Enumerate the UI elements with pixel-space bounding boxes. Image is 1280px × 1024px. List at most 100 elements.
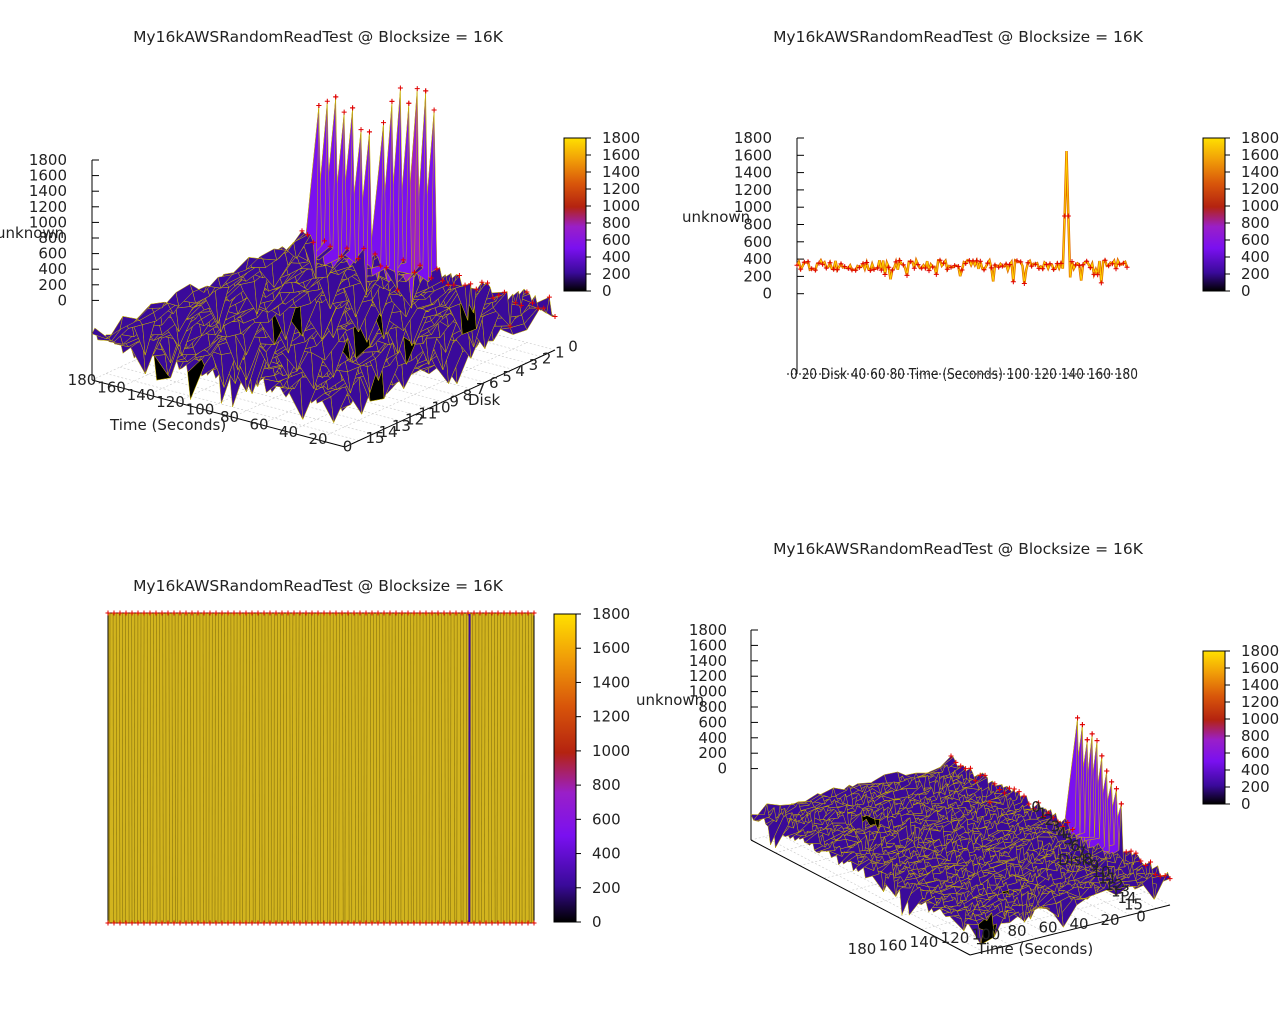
heatmap-column: [289, 613, 291, 923]
data-point: [310, 239, 316, 245]
data-point: [552, 313, 558, 319]
data-point: [358, 127, 364, 133]
data-point: [1089, 731, 1095, 737]
data-point: [361, 245, 367, 251]
data-point: [434, 266, 440, 272]
data-point: [546, 294, 552, 300]
data-point: [129, 610, 135, 616]
data-point: [507, 610, 513, 616]
grid-line: [764, 836, 984, 952]
data-point: [495, 920, 501, 926]
heatmap-column: [140, 613, 142, 923]
data-point: [1099, 753, 1105, 759]
heatmap-column: [119, 613, 121, 923]
colorbar-tick-label: 1800: [1241, 642, 1279, 660]
axes: [750, 630, 1171, 956]
colorbar-tick-label: 1200: [1241, 693, 1279, 711]
data-point: [1138, 858, 1144, 864]
time-tick-label: 120: [156, 393, 185, 411]
data-point: [1075, 715, 1081, 721]
data-point: [992, 781, 998, 787]
y-axis-label: Disk: [1058, 851, 1091, 869]
data-point: [1113, 266, 1119, 272]
data-point: [1021, 793, 1027, 799]
colorbar-tick-label: 0: [602, 282, 612, 300]
data-point: [893, 259, 899, 265]
data-point: [524, 289, 530, 295]
data-point: [363, 610, 369, 616]
data-point: [958, 763, 964, 769]
data-point: [501, 289, 507, 295]
data-point: [153, 610, 159, 616]
colorbar-tick-label: 400: [602, 248, 631, 266]
data-point: [915, 262, 921, 268]
heatmap-column: [382, 613, 384, 923]
disk-tick-label: 14: [379, 423, 398, 441]
heatmap-column: [295, 613, 297, 923]
heatmap-column: [450, 613, 452, 923]
data-point: [477, 610, 483, 616]
heatmap-column: [481, 613, 483, 923]
chart-surface-bottom-right: My16kAWSRandomReadTest @ Blocksize = 16K…: [636, 540, 1279, 958]
z-tick-label: 0: [57, 291, 67, 309]
data-point: [1143, 862, 1149, 868]
data-point: [273, 610, 279, 616]
data-point: [453, 920, 459, 926]
heatmap-column: [487, 613, 490, 923]
data-point: [400, 257, 406, 263]
heatmap-columns: [109, 613, 532, 923]
heatmap-column: [484, 613, 486, 923]
disk-tick-label: 2: [1044, 811, 1054, 829]
data-point: [963, 766, 969, 772]
data-point: [351, 610, 357, 616]
data-point: [345, 920, 351, 926]
chart-title: My16kAWSRandomReadTest @ Blocksize = 16K: [133, 577, 504, 595]
data-point: [1010, 279, 1016, 285]
data-point: [483, 610, 489, 616]
heatmap-column: [528, 613, 530, 923]
data-point: [357, 920, 363, 926]
time-tick-label: 80: [1007, 922, 1026, 940]
data-point: [489, 920, 495, 926]
heatmap-column: [258, 613, 260, 923]
data-point: [159, 610, 165, 616]
y-tick-label: 800: [743, 216, 772, 234]
data-point: [999, 263, 1005, 269]
time-tick-label: 120: [941, 929, 970, 947]
disk-tick-label: 0: [568, 338, 578, 356]
colorbar-tick-label: 200: [1241, 265, 1270, 283]
data-point: [908, 259, 914, 265]
data-point: [315, 920, 321, 926]
data-point: [387, 920, 393, 926]
y-axis-label: unknown: [682, 208, 750, 226]
data-point: [429, 920, 435, 926]
data-point: [856, 264, 862, 270]
data-point: [1026, 801, 1032, 807]
heatmap-column: [391, 613, 393, 923]
data-point: [171, 920, 177, 926]
data-point: [207, 920, 213, 926]
data-point: [183, 610, 189, 616]
data-point: [823, 265, 829, 271]
data-point: [1109, 261, 1115, 267]
data-point: [1003, 261, 1009, 267]
heatmap-column: [322, 613, 325, 923]
data-point: [541, 305, 547, 311]
data-point: [462, 282, 468, 288]
data-point: [435, 920, 441, 926]
data-point: [1032, 261, 1038, 267]
data-point: [459, 610, 465, 616]
heatmap-column: [171, 613, 173, 923]
data-point: [1014, 258, 1020, 264]
data-point: [327, 920, 333, 926]
data-point: [1040, 813, 1046, 819]
grid-line: [316, 342, 528, 440]
data-point: [381, 610, 387, 616]
data-point: [285, 920, 291, 926]
data-point: [440, 278, 446, 284]
heatmap-column: [156, 613, 158, 923]
data-point: [171, 610, 177, 616]
disk-tick-label: 8: [1083, 850, 1093, 868]
colorbar-tick-label: 1000: [602, 197, 640, 215]
data-point: [111, 610, 117, 616]
